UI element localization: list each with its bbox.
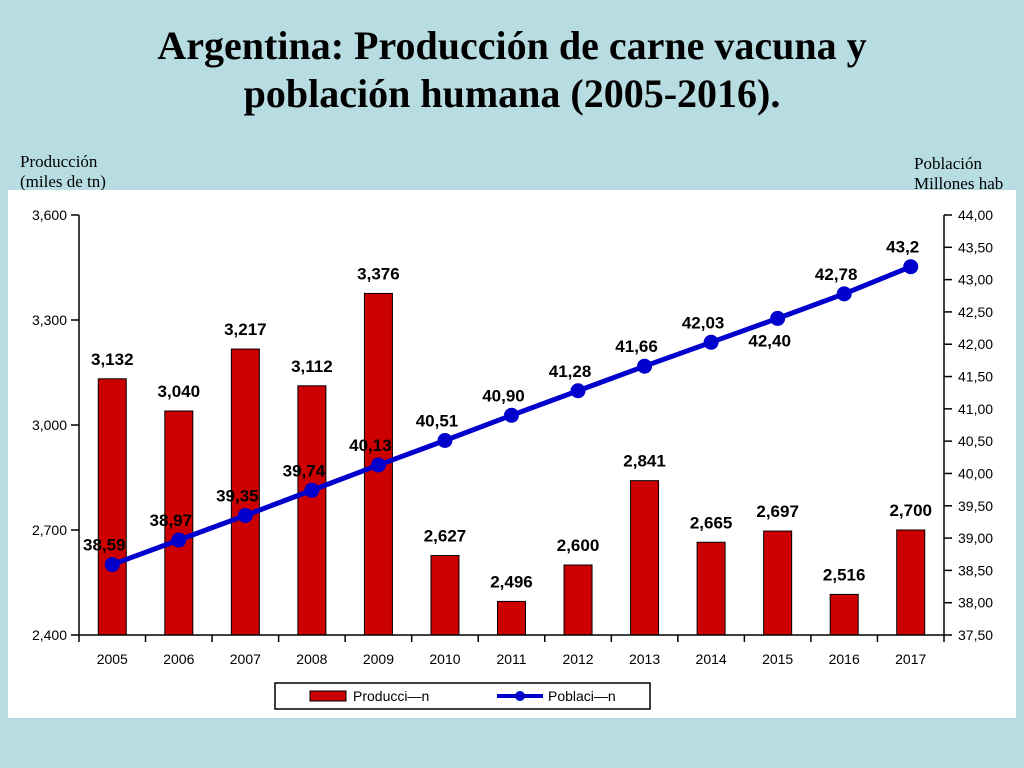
- left-axis-caption: Producción (miles de tn): [20, 152, 106, 192]
- population-value-label: 39,35: [216, 486, 259, 505]
- bar-2014: [696, 541, 726, 636]
- left-tick-label: 3,300: [32, 312, 67, 328]
- bar-value-label: 2,496: [490, 572, 533, 591]
- x-tick-label: 2015: [762, 651, 793, 667]
- bar-value-label: 2,627: [424, 527, 467, 546]
- right-tick-label: 41,50: [958, 369, 993, 385]
- x-tick-label: 2006: [163, 651, 194, 667]
- population-point-2006: [171, 532, 187, 548]
- x-tick-label: 2014: [696, 651, 727, 667]
- bar-2015: [763, 530, 793, 636]
- legend-swatch-production: [309, 690, 347, 702]
- population-point-2014: [703, 334, 719, 350]
- x-tick-label: 2016: [829, 651, 860, 667]
- chart: 2,400 2,700 3,000 3,300 3,600 37,50 38,00 38,50…: [32, 207, 993, 710]
- chart-panel: 2,400 2,700 3,000 3,300 3,600 37,50 38,00 38,50…: [8, 190, 1016, 718]
- right-tick-label: 38,50: [958, 562, 993, 578]
- bar-2017: [896, 529, 926, 636]
- bar-value-label: 2,841: [623, 452, 666, 471]
- chart-title-line-2: población humana (2005-2016).: [243, 71, 781, 116]
- left-tick-label: 2,700: [32, 522, 67, 538]
- population-point-2016: [836, 286, 852, 302]
- x-tick-label: 2007: [230, 651, 261, 667]
- right-tick-label: 40,00: [958, 465, 993, 481]
- bar-2016: [829, 593, 859, 636]
- x-tick-label: 2013: [629, 651, 660, 667]
- right-tick-label: 44,00: [958, 207, 993, 223]
- population-point-2012: [570, 383, 586, 399]
- population-value-label: 38,59: [83, 536, 126, 555]
- population-value-label: 40,90: [482, 386, 525, 405]
- population-value-label: 38,97: [150, 511, 193, 530]
- population-point-2007: [237, 507, 253, 523]
- bar-2012: [563, 564, 593, 636]
- bar-value-label: 3,376: [357, 264, 400, 283]
- bar-value-label: 3,112: [291, 357, 333, 376]
- bar-2010: [430, 555, 460, 636]
- right-tick-label: 42,50: [958, 304, 993, 320]
- chart-title: Argentina: Producción de carne vacuna y …: [0, 22, 1024, 118]
- right-tick-label: 43,00: [958, 272, 993, 288]
- population-point-2010: [437, 433, 453, 449]
- right-tick-label: 39,00: [958, 530, 993, 546]
- x-tick-label: 2017: [895, 651, 926, 667]
- x-tick-label: 2012: [562, 651, 593, 667]
- population-point-2011: [504, 407, 519, 423]
- left-tick-label: 2,400: [32, 627, 67, 643]
- bar-value-label: 3,217: [224, 320, 267, 339]
- x-tick-label: 2011: [496, 651, 526, 667]
- bar-value-label: 2,600: [557, 536, 600, 555]
- bar-value-label: 3,132: [91, 350, 134, 369]
- right-axis-caption-line-2: Millones hab: [914, 174, 1004, 193]
- bar-value-label: 2,516: [823, 565, 866, 584]
- population-point-2005: [104, 557, 120, 573]
- chart-title-line-1: Argentina: Producción de carne vacuna y: [157, 23, 867, 68]
- population-point-2009: [370, 457, 386, 473]
- population-value-label: 42,40: [748, 331, 791, 350]
- bar-value-label: 3,040: [158, 382, 201, 401]
- right-axis-caption-line-1: Población: [914, 154, 982, 173]
- bar-2013: [630, 480, 660, 636]
- bar-2006: [164, 410, 194, 636]
- left-tick-label: 3,600: [32, 207, 67, 223]
- bar-value-label: 2,665: [690, 513, 733, 532]
- population-point-2017: [903, 259, 919, 275]
- population-point-2008: [304, 482, 320, 498]
- x-tick-label: 2010: [429, 651, 460, 667]
- population-value-label: 43,2: [886, 238, 919, 257]
- population-value-label: 40,51: [416, 412, 459, 431]
- legend-label-production: Producci—n: [353, 688, 429, 704]
- population-point-2013: [637, 358, 653, 374]
- x-tick-label: 2009: [363, 651, 394, 667]
- right-tick-label: 39,50: [958, 498, 993, 514]
- right-axis-caption: Población Millones hab: [914, 154, 1003, 194]
- right-tick-label: 38,00: [958, 595, 993, 611]
- legend-label-population: Poblaci—n: [548, 688, 616, 704]
- right-tick-label: 43,50: [958, 239, 993, 255]
- bar-value-label: 2,697: [756, 502, 799, 521]
- population-value-label: 41,28: [549, 362, 592, 381]
- bar-2005: [97, 378, 127, 636]
- right-tick-label: 37,50: [958, 627, 993, 643]
- right-tick-label: 41,00: [958, 401, 993, 417]
- population-value-label: 41,66: [615, 337, 658, 356]
- left-tick-label: 3,000: [32, 417, 67, 433]
- population-value-label: 40,13: [349, 436, 392, 455]
- population-point-2015: [770, 310, 786, 326]
- x-tick-label: 2005: [97, 651, 128, 667]
- bar-value-label: 2,700: [889, 501, 932, 520]
- bar-2008: [297, 385, 327, 636]
- population-value-label: 42,78: [815, 265, 858, 284]
- legend-marker-population: [515, 691, 525, 701]
- x-tick-label: 2008: [296, 651, 327, 667]
- left-axis-caption-line-1: Producción: [20, 152, 98, 171]
- population-value-label: 39,74: [283, 461, 326, 480]
- left-axis-caption-line-2: (miles de tn): [20, 172, 106, 191]
- right-tick-label: 40,50: [958, 433, 993, 449]
- bar-2011: [497, 600, 526, 636]
- population-value-label: 42,03: [682, 313, 725, 332]
- right-tick-label: 42,00: [958, 336, 993, 352]
